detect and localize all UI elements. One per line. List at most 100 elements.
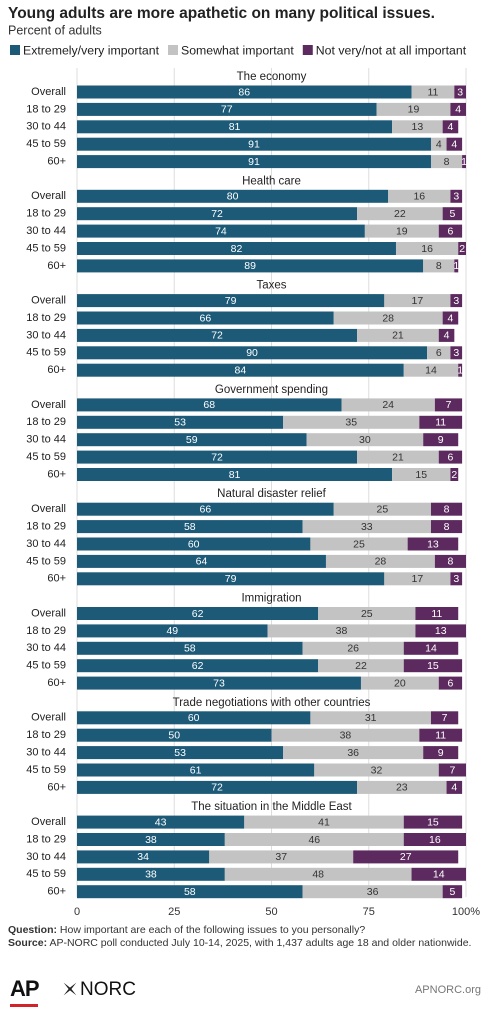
y-tick-label: 45 to 59 bbox=[26, 138, 66, 150]
y-tick-label: 30 to 44 bbox=[26, 642, 66, 654]
data-label: 53 bbox=[174, 417, 186, 429]
bar-segment bbox=[77, 242, 396, 255]
data-label: 4 bbox=[455, 104, 461, 116]
bar-segment bbox=[430, 520, 463, 534]
bar-segment bbox=[419, 728, 463, 742]
data-label: 46 bbox=[308, 834, 320, 846]
data-label: 15 bbox=[415, 469, 427, 481]
bar-segment bbox=[77, 259, 424, 273]
data-label: 15 bbox=[427, 816, 439, 828]
y-tick-label: 60+ bbox=[47, 886, 66, 898]
y-tick-label: Overall bbox=[31, 399, 66, 411]
bar-segment bbox=[442, 311, 459, 325]
data-label: 22 bbox=[394, 208, 406, 220]
data-label: 7 bbox=[449, 764, 455, 776]
data-label: 53 bbox=[174, 747, 186, 759]
panel-title: The situation in the Middle East bbox=[191, 801, 352, 813]
y-tick-label: 30 to 44 bbox=[26, 538, 66, 550]
data-label: 84 bbox=[235, 364, 247, 376]
data-label: 13 bbox=[435, 625, 447, 637]
bar-segment bbox=[423, 746, 459, 760]
bar-segment bbox=[450, 572, 463, 586]
bar-segment bbox=[77, 607, 319, 620]
bar-segment bbox=[77, 833, 225, 846]
data-label: 25 bbox=[377, 503, 389, 515]
panel-title: Trade negotiations with other countries bbox=[173, 697, 371, 709]
y-tick-label: 60+ bbox=[47, 781, 66, 793]
data-label: 60 bbox=[188, 712, 200, 724]
bar-segment bbox=[325, 554, 435, 568]
bar-segment bbox=[423, 259, 455, 273]
data-label: 82 bbox=[231, 243, 243, 255]
bar-segment bbox=[458, 242, 466, 255]
data-label: 8 bbox=[448, 556, 454, 568]
data-label: 68 bbox=[203, 399, 215, 411]
bar-segment bbox=[77, 624, 268, 638]
data-label: 89 bbox=[244, 260, 256, 272]
data-label: 33 bbox=[361, 521, 373, 533]
bar-segment bbox=[77, 885, 303, 899]
data-label: 38 bbox=[340, 729, 352, 741]
bar-segment bbox=[77, 311, 334, 325]
data-label: 14 bbox=[425, 643, 437, 655]
y-tick-label: 18 to 29 bbox=[26, 521, 66, 533]
bar-segment bbox=[77, 676, 361, 690]
data-label: 79 bbox=[225, 295, 237, 307]
bar-segment bbox=[353, 850, 459, 864]
bar-segment bbox=[271, 728, 420, 742]
data-label: 36 bbox=[367, 886, 379, 898]
data-label: 24 bbox=[382, 399, 394, 411]
data-label: 20 bbox=[394, 677, 406, 689]
bar-segment bbox=[423, 433, 459, 447]
bar-segment bbox=[430, 502, 463, 516]
y-tick-label: Overall bbox=[31, 86, 66, 98]
y-tick-label: 45 to 59 bbox=[26, 660, 66, 672]
data-label: 4 bbox=[451, 782, 457, 794]
data-label: 3 bbox=[453, 191, 459, 203]
bar-segment bbox=[419, 415, 463, 429]
data-label: 2 bbox=[459, 243, 465, 255]
data-label: 91 bbox=[248, 156, 260, 168]
y-tick-label: 30 to 44 bbox=[26, 329, 66, 341]
bar-segment bbox=[77, 224, 365, 238]
legend-label: Not very/not at all important bbox=[316, 43, 467, 57]
bar-segment bbox=[77, 398, 342, 412]
bar-segment bbox=[209, 850, 354, 864]
bar-segment bbox=[77, 572, 385, 586]
data-label: 48 bbox=[312, 869, 324, 881]
data-label: 2 bbox=[451, 469, 457, 481]
bar-segment bbox=[314, 763, 439, 777]
bar-segment bbox=[77, 189, 389, 203]
bar-segment bbox=[438, 224, 463, 238]
y-tick-label: 60+ bbox=[47, 573, 66, 585]
bar-segment bbox=[77, 867, 225, 881]
bar-segment bbox=[438, 763, 466, 777]
x-tick-label: 75 bbox=[363, 906, 375, 915]
panel-title: Natural disaster relief bbox=[217, 488, 326, 500]
norc-logo: NORC bbox=[80, 979, 136, 1000]
data-label: 25 bbox=[353, 538, 365, 550]
data-label: 17 bbox=[412, 295, 424, 307]
bar-segment bbox=[446, 780, 463, 794]
bar-segment bbox=[415, 607, 459, 620]
data-label: 28 bbox=[382, 312, 394, 324]
bar-segment bbox=[430, 137, 447, 151]
bar-segment bbox=[403, 833, 466, 846]
y-tick-label: 45 to 59 bbox=[26, 242, 66, 254]
data-label: 14 bbox=[433, 869, 445, 881]
bar-segment bbox=[430, 155, 463, 169]
y-tick-label: 30 to 44 bbox=[26, 225, 66, 237]
data-label: 21 bbox=[392, 330, 404, 342]
data-label: 7 bbox=[442, 712, 448, 724]
data-label: 6 bbox=[448, 225, 454, 237]
bar-segment bbox=[77, 102, 377, 116]
legend-label: Extremely/very important bbox=[23, 43, 160, 57]
question-note: Question: How important are each of the … bbox=[8, 924, 482, 937]
bar-segment bbox=[438, 328, 455, 342]
panel-title: Taxes bbox=[256, 280, 286, 292]
data-label: 72 bbox=[211, 330, 223, 342]
bar-segment bbox=[77, 780, 358, 794]
x-tick-label: 0 bbox=[74, 906, 80, 915]
bar-segment bbox=[434, 398, 463, 412]
bar-segment bbox=[318, 659, 404, 673]
